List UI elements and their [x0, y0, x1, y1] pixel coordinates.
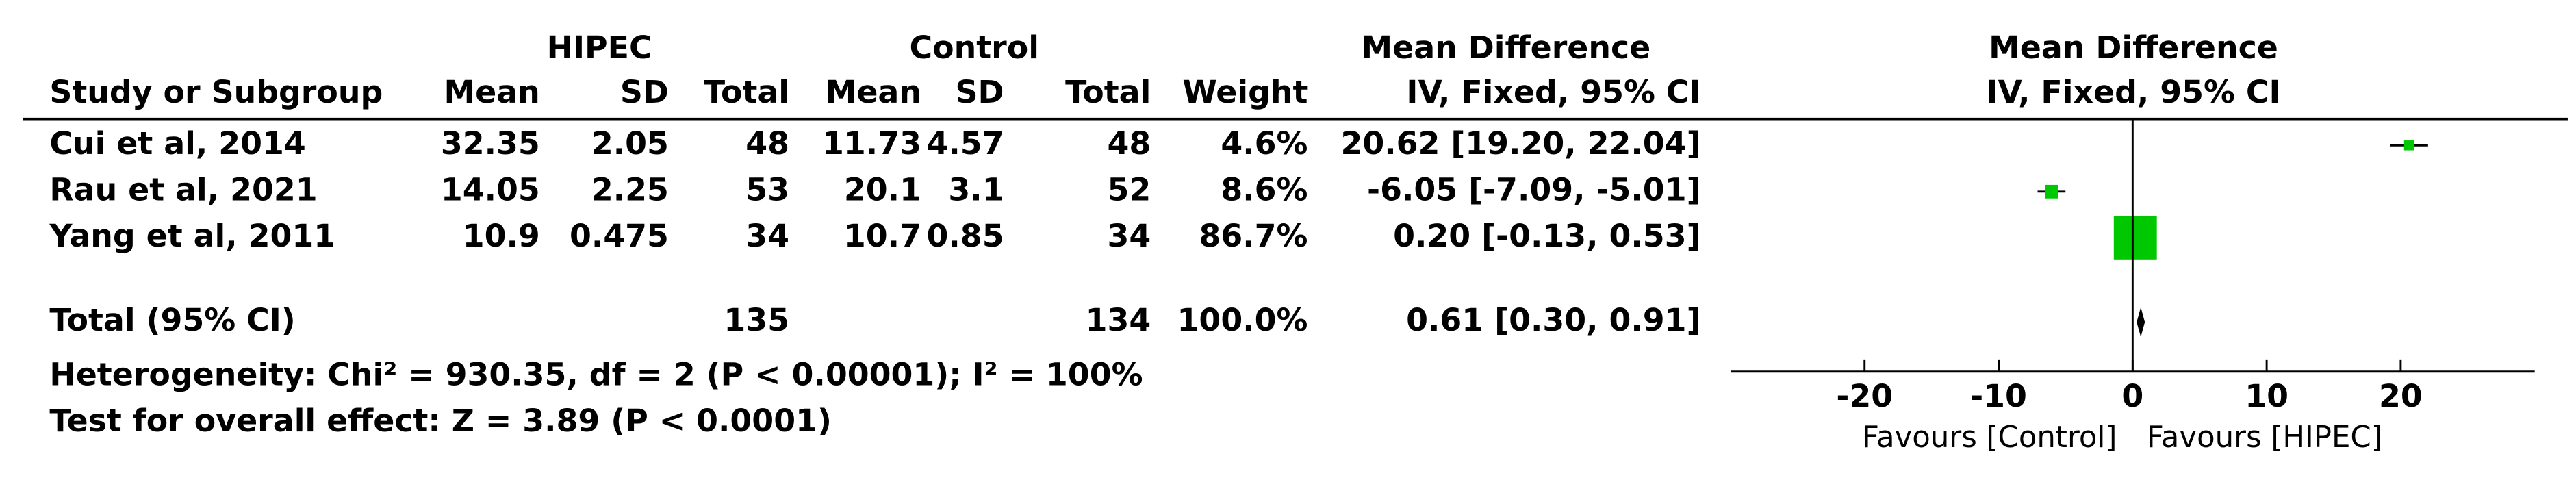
cell: 10.7 [844, 217, 921, 254]
cell: 48 [1108, 125, 1151, 162]
cell: 34 [745, 217, 789, 254]
study-square [2113, 216, 2157, 260]
cell: 2.05 [591, 125, 669, 162]
column-header: SD [620, 73, 669, 110]
cell: 100.0% [1177, 301, 1308, 338]
cell: 20.1 [844, 170, 921, 207]
cell: -6.05 [-7.09, -5.01] [1367, 170, 1700, 207]
cell: 20.62 [19.20, 22.04] [1340, 125, 1700, 162]
cell: 2.25 [591, 170, 669, 207]
cell: 8.6% [1221, 170, 1308, 207]
favours-right: Favours [HIPEC] [2147, 420, 2383, 455]
cell: 86.7% [1199, 217, 1308, 254]
x-tick-label: -10 [1970, 377, 2027, 414]
column-header: Weight [1182, 73, 1308, 110]
column-header: Mean [444, 73, 540, 110]
cell: 4.6% [1221, 125, 1308, 162]
study-name: Cui et al, 2014 [49, 125, 305, 162]
study-name: Rau et al, 2021 [49, 170, 317, 207]
study-square [2044, 184, 2058, 199]
cell: 3.1 [948, 170, 1004, 207]
column-header: Study or Subgroup [49, 73, 383, 110]
column-header: IV, Fixed, 95% CI [1406, 73, 1700, 110]
cell: 135 [724, 301, 789, 338]
overall-effect: Test for overall effect: Z = 3.89 (P < 0… [49, 402, 832, 439]
cell: 32.35 [441, 125, 540, 162]
plot-header: Mean Difference [1989, 29, 2278, 66]
cell: 134 [1086, 301, 1151, 338]
study-name: Yang et al, 2011 [49, 217, 335, 254]
cell: 34 [1108, 217, 1151, 254]
cell: 0.85 [927, 217, 1004, 254]
group-header: Control [909, 29, 1038, 66]
cell: 10.9 [463, 217, 540, 254]
x-tick-label: 0 [2121, 377, 2143, 414]
cell: 53 [745, 170, 789, 207]
plot-subheader: IV, Fixed, 95% CI [1986, 73, 2280, 110]
heterogeneity: Heterogeneity: Chi² = 930.35, df = 2 (P … [49, 355, 1143, 392]
study-square [2403, 140, 2414, 151]
cell: 0.20 [-0.13, 0.53] [1393, 217, 1700, 254]
column-header: Total [704, 73, 789, 110]
cell: 4.57 [927, 125, 1004, 162]
cell: 52 [1108, 170, 1151, 207]
cell: 11.73 [822, 125, 921, 162]
x-tick-label: 10 [2245, 377, 2288, 414]
favours-left: Favours [Control] [1862, 420, 2117, 455]
total-name: Total (95% CI) [49, 301, 295, 338]
cell: 14.05 [441, 170, 540, 207]
column-header: Mean [826, 73, 921, 110]
group-header: HIPEC [547, 29, 652, 66]
cell: 0.61 [0.30, 0.91] [1406, 301, 1700, 338]
md-header: Mean Difference [1362, 29, 1651, 66]
total-diamond [2137, 307, 2145, 338]
cell: 0.475 [570, 217, 669, 254]
x-tick-label: -20 [1836, 377, 1893, 414]
x-tick-label: 20 [2379, 377, 2423, 414]
cell: 48 [745, 125, 789, 162]
column-header: SD [956, 73, 1004, 110]
column-header: Total [1065, 73, 1151, 110]
